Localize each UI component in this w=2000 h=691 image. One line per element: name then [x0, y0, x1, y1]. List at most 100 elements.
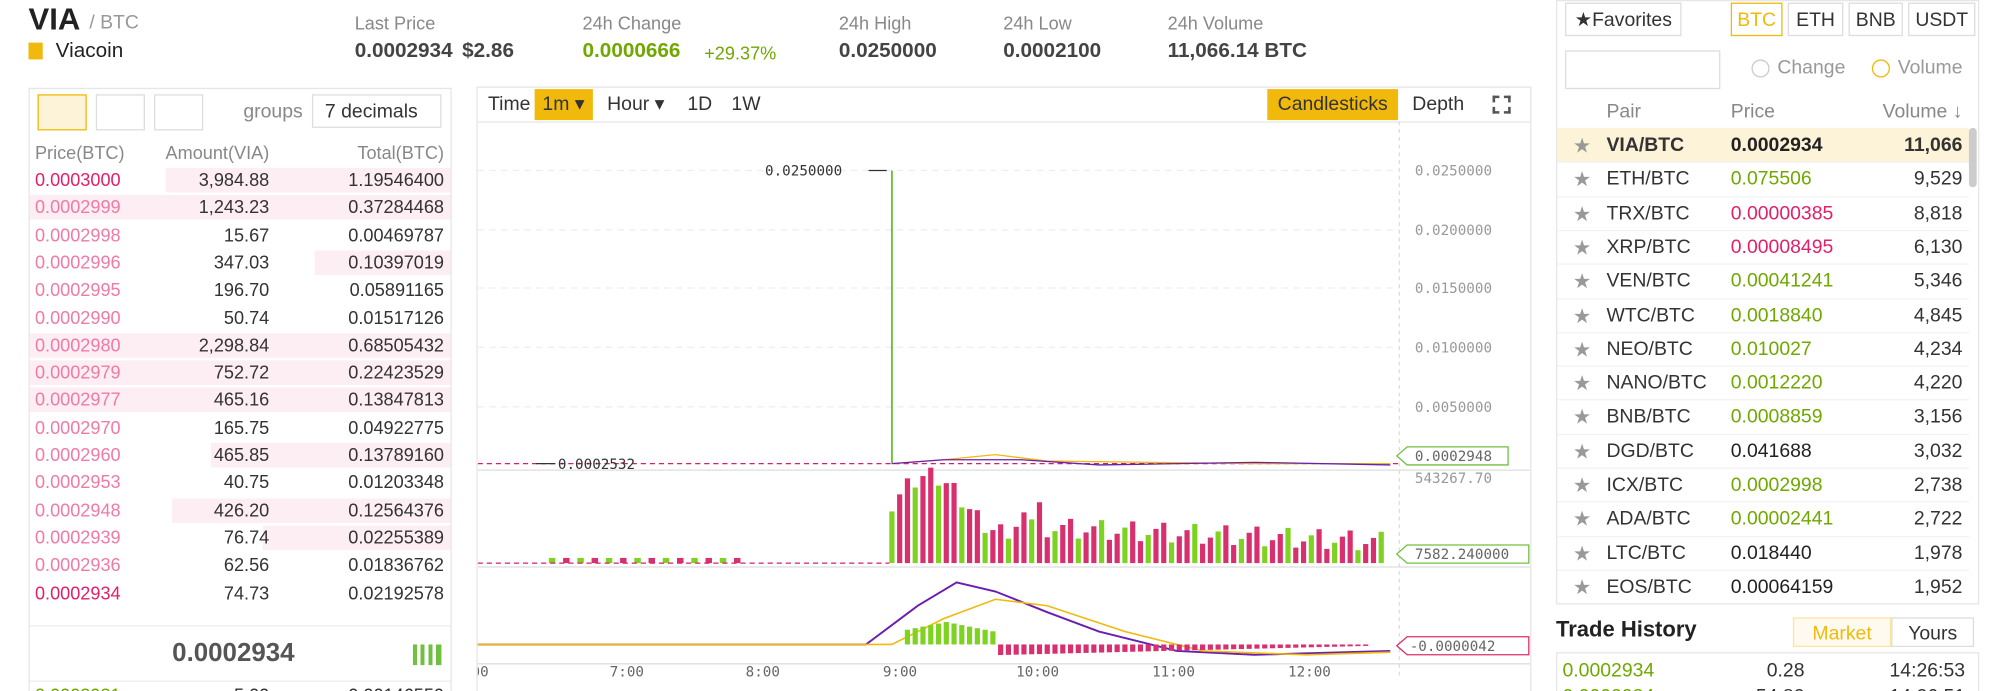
- price: 0.018440: [1730, 541, 1812, 564]
- macd-bar: [1044, 644, 1050, 654]
- ask-cell: 0.68505432: [348, 334, 445, 355]
- macd-bar: [1339, 644, 1345, 647]
- y-axis-label: 0.0150000: [1415, 281, 1492, 297]
- history-tab[interactable]: Yours: [1891, 617, 1975, 648]
- volume-bar: [1137, 541, 1144, 564]
- interval-button[interactable]: Time: [488, 92, 531, 115]
- volume-bar: [982, 532, 988, 564]
- ask-cell: 3,984.88: [198, 169, 270, 190]
- history-tab[interactable]: Market: [1792, 617, 1892, 648]
- trade-cell: 54.82: [1756, 686, 1805, 691]
- fullscreen-button[interactable]: [1492, 95, 1511, 114]
- star-icon[interactable]: ★: [1572, 339, 1592, 362]
- star-icon[interactable]: ★: [1572, 441, 1592, 464]
- interval-button[interactable]: 1W: [731, 92, 761, 115]
- price: 0.0002998: [1730, 473, 1823, 496]
- macd-bar: [1091, 644, 1097, 653]
- star-icon[interactable]: ★: [1572, 203, 1592, 226]
- ask-cell: 0.01836762: [348, 554, 445, 575]
- ask-cell: 0.00469787: [348, 224, 445, 245]
- quote-tab[interactable]: ETH: [1787, 2, 1844, 37]
- pair: ETH/BTC: [1606, 168, 1690, 191]
- bid-price: 0.0002931: [35, 684, 121, 690]
- star-icon[interactable]: ★: [1572, 169, 1592, 192]
- view-bids[interactable]: [95, 94, 145, 131]
- interval-button[interactable]: 1D: [687, 92, 713, 115]
- volume-bar: [1277, 534, 1283, 564]
- interval-button[interactable]: 1m ▾: [534, 89, 593, 121]
- coin-icon: [28, 42, 43, 60]
- volume-bar: [605, 557, 613, 564]
- volume-bar: [1184, 530, 1190, 564]
- macd-bar: [1300, 644, 1307, 648]
- last-price-bar: [29, 625, 451, 682]
- volume-bar: [705, 557, 712, 564]
- volume-bar: [1223, 525, 1229, 564]
- volume-bar: [691, 557, 698, 564]
- volume-bar: [1005, 538, 1012, 564]
- star-icon[interactable]: ★: [1572, 407, 1592, 430]
- ask-depth: [262, 525, 451, 551]
- ask-depth: [314, 250, 451, 275]
- macd-bar: [1355, 644, 1361, 647]
- volume: 3,156: [1913, 406, 1963, 428]
- view-button[interactable]: Depth: [1412, 92, 1465, 115]
- star-icon[interactable]: ★: [1572, 475, 1592, 498]
- macd-bar: [1114, 644, 1120, 653]
- ask-depth: [165, 167, 451, 193]
- volume-bar: [1083, 532, 1089, 564]
- volume-bar: [577, 557, 584, 564]
- radio[interactable]: [1871, 59, 1890, 78]
- volume-bar: [1161, 522, 1167, 564]
- volume-bar: [634, 557, 641, 564]
- star-icon[interactable]: ★: [1572, 509, 1592, 532]
- view-both[interactable]: [37, 94, 87, 131]
- stat-value: 0.0250000: [838, 40, 937, 62]
- macd-bar: [935, 623, 942, 645]
- volume: 11,066: [1904, 134, 1963, 157]
- volume-bar: [912, 487, 918, 564]
- volume-bar: [1300, 541, 1307, 564]
- signal-line: [477, 598, 1391, 656]
- macd-bar: [998, 644, 1004, 656]
- view-asks[interactable]: [154, 94, 204, 131]
- volume-bar: [648, 557, 656, 564]
- row-divider: [1557, 297, 1969, 299]
- favorites-button[interactable]: ★Favorites: [1565, 2, 1682, 37]
- view-button[interactable]: Candlesticks: [1267, 89, 1399, 121]
- star-icon[interactable]: ★: [1572, 543, 1592, 566]
- star-icon[interactable]: ★: [1572, 577, 1592, 600]
- radio[interactable]: [1751, 59, 1770, 78]
- volume-bar: [1215, 531, 1221, 564]
- star-icon[interactable]: ★: [1572, 373, 1592, 396]
- volume-bar: [943, 483, 949, 564]
- stat-label: Last Price: [354, 12, 436, 34]
- volume-current: 7582.240000: [1415, 547, 1509, 563]
- quote-tab[interactable]: BTC: [1730, 2, 1783, 37]
- macd-bar: [1029, 644, 1035, 655]
- star-icon[interactable]: ★: [1572, 135, 1592, 158]
- interval-button[interactable]: Hour ▾: [607, 92, 665, 115]
- volume-bar: [1176, 536, 1182, 564]
- volume: 6,130: [1913, 236, 1963, 259]
- macd-bar: [912, 628, 918, 645]
- decimals-select[interactable]: 7 decimals: [311, 94, 442, 128]
- macd-bar: [1347, 644, 1353, 647]
- search-box[interactable]: [1565, 50, 1721, 90]
- pair: ADA/BTC: [1606, 507, 1691, 530]
- volume-bar: [1332, 542, 1338, 564]
- macd-bar: [928, 625, 934, 645]
- pair: DGD/BTC: [1606, 439, 1694, 462]
- star-icon[interactable]: ★: [1572, 237, 1592, 260]
- quote-tab[interactable]: BNB: [1848, 2, 1903, 37]
- trade-cell: 14:26:53: [1889, 659, 1966, 682]
- quote-tab[interactable]: USDT: [1908, 2, 1976, 37]
- volume: 1,952: [1913, 575, 1963, 598]
- star-icon[interactable]: ★: [1572, 271, 1592, 294]
- row-divider: [1557, 229, 1969, 232]
- stat-label: 24h Volume: [1167, 12, 1264, 34]
- volume-bar: [1106, 539, 1112, 564]
- current-price: 0.0002948: [1415, 449, 1492, 465]
- volume-bar: [889, 511, 895, 564]
- star-icon[interactable]: ★: [1572, 305, 1592, 328]
